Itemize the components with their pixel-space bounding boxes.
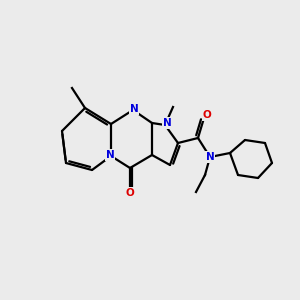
Text: O: O [126, 188, 134, 198]
Text: N: N [130, 104, 138, 114]
Text: O: O [202, 110, 211, 120]
Text: N: N [163, 118, 171, 128]
Text: N: N [106, 150, 114, 160]
Text: N: N [206, 152, 214, 162]
